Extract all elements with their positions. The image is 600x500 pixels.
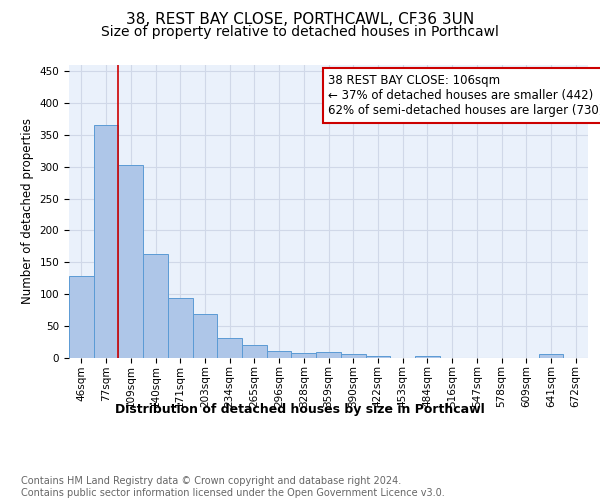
Text: Distribution of detached houses by size in Porthcawl: Distribution of detached houses by size …	[115, 402, 485, 415]
Bar	[143, 254, 168, 358]
Bar	[267, 351, 292, 358]
Bar	[539, 354, 563, 358]
Bar	[217, 338, 242, 357]
Bar	[94, 126, 118, 358]
Text: 38, REST BAY CLOSE, PORTHCAWL, CF36 3UN: 38, REST BAY CLOSE, PORTHCAWL, CF36 3UN	[126, 12, 474, 28]
Text: Size of property relative to detached houses in Porthcawl: Size of property relative to detached ho…	[101, 25, 499, 39]
Bar	[242, 345, 267, 358]
Bar	[316, 352, 341, 358]
Bar	[69, 276, 94, 357]
Bar	[365, 356, 390, 358]
Bar	[415, 356, 440, 358]
Bar	[168, 298, 193, 358]
Y-axis label: Number of detached properties: Number of detached properties	[21, 118, 34, 304]
Bar	[341, 354, 365, 358]
Bar	[292, 353, 316, 358]
Bar	[118, 165, 143, 358]
Bar	[193, 314, 217, 358]
Text: 38 REST BAY CLOSE: 106sqm
← 37% of detached houses are smaller (442)
62% of semi: 38 REST BAY CLOSE: 106sqm ← 37% of detac…	[329, 74, 600, 117]
Text: Contains HM Land Registry data © Crown copyright and database right 2024.
Contai: Contains HM Land Registry data © Crown c…	[21, 476, 445, 498]
